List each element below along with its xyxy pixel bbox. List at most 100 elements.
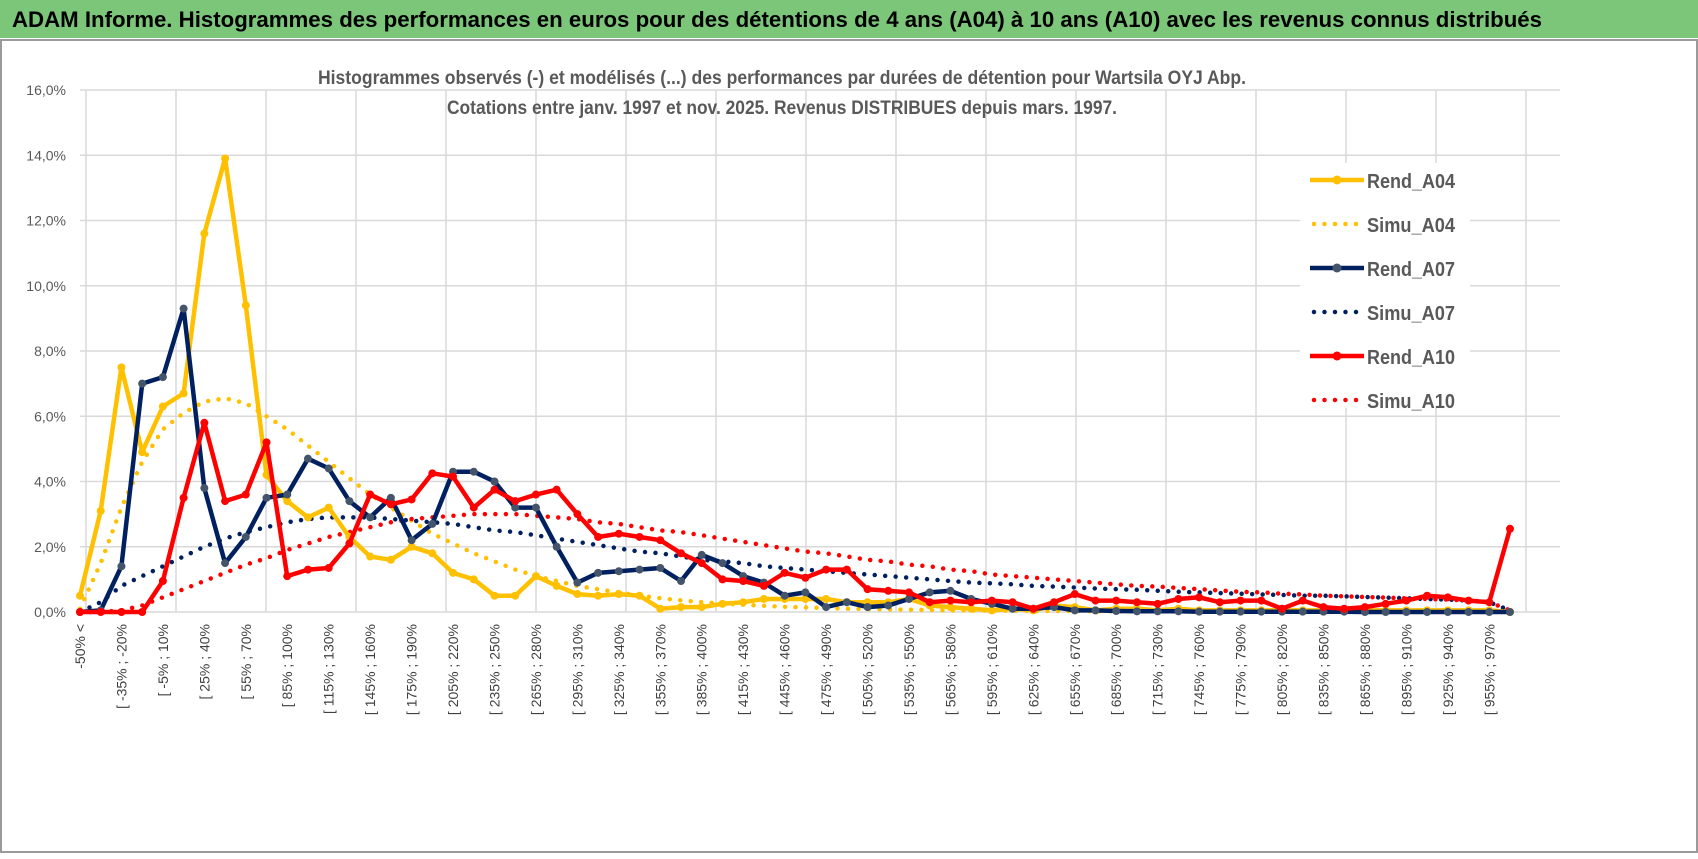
legend-marker [1332, 263, 1342, 273]
data-point [200, 229, 209, 238]
data-point [1153, 599, 1162, 608]
data-point [158, 402, 167, 411]
data-point [635, 565, 644, 574]
data-point [1423, 608, 1432, 616]
data-point [1381, 599, 1390, 608]
legend-item: Simu_A07 [1311, 303, 1455, 325]
data-point [241, 532, 250, 541]
data-point [1402, 596, 1411, 605]
y-tick-label: 14,0% [26, 147, 66, 163]
x-tick-label: [ 505% ; 520% [860, 624, 876, 715]
data-point [656, 604, 665, 613]
data-point [117, 562, 126, 571]
data-point [76, 591, 84, 600]
data-point [345, 539, 354, 548]
data-point [386, 500, 395, 509]
x-axis: -50% < [ -35% ; -20% [ -5% ; 10% [ 25% ; 40… [72, 624, 1497, 715]
data-point [386, 493, 395, 502]
data-point [511, 503, 520, 512]
data-point [283, 497, 292, 506]
data-point [594, 532, 603, 541]
data-point [262, 470, 271, 479]
x-tick-label: [ 535% ; 550% [901, 624, 917, 715]
data-point [179, 389, 188, 398]
legend-item: Rend_A07 [1310, 259, 1455, 281]
data-point [1195, 607, 1204, 616]
x-tick-label: [ 175% ; 190% [404, 624, 420, 715]
data-point [303, 454, 312, 463]
data-point [449, 472, 458, 481]
data-point [1174, 607, 1183, 616]
data-point [759, 581, 768, 590]
data-point [739, 598, 748, 607]
data-point [200, 418, 209, 427]
data-point [262, 438, 271, 447]
data-point [1070, 590, 1079, 599]
data-point [241, 490, 250, 499]
legend-label: Simu_A07 [1367, 303, 1455, 325]
x-tick-label: [ 595% ; 610% [984, 624, 1000, 715]
series-line-dotted [77, 511, 1513, 615]
series-line [80, 420, 1513, 615]
data-point [428, 469, 437, 478]
data-point [573, 510, 582, 519]
data-point [490, 477, 499, 486]
data-point [283, 490, 292, 499]
x-tick-label: [ 385% ; 400% [694, 624, 710, 715]
data-point [1298, 596, 1307, 605]
x-tick-label: [ 295% ; 310% [569, 624, 585, 715]
data-point [1278, 604, 1287, 613]
x-tick-label: [ 475% ; 490% [818, 624, 834, 715]
data-point [780, 568, 789, 577]
legend-marker [1332, 175, 1342, 185]
legend-label: Rend_A10 [1367, 347, 1455, 369]
data-point [1298, 607, 1307, 616]
data-point [573, 578, 582, 587]
data-point [96, 608, 105, 616]
data-point [1091, 606, 1100, 615]
data-point [904, 588, 913, 597]
data-point [1236, 596, 1245, 605]
data-point [987, 606, 996, 615]
data-point [1402, 608, 1411, 616]
data-point [967, 598, 976, 607]
data-point [656, 536, 665, 545]
data-point [158, 577, 167, 586]
data-point [1195, 593, 1204, 602]
data-point [1381, 608, 1390, 616]
data-point [407, 542, 416, 551]
x-tick-label: [ 355% ; 370% [652, 624, 668, 715]
data-point [1215, 607, 1224, 616]
x-tick-label: [ 925% ; 940% [1440, 624, 1456, 715]
data-point [801, 594, 810, 603]
data-point [1070, 606, 1079, 615]
data-point [677, 603, 686, 612]
data-point [677, 577, 686, 586]
legend-item: Simu_A10 [1311, 391, 1455, 413]
legend-label: Simu_A04 [1367, 215, 1456, 237]
data-point [1464, 596, 1473, 605]
x-tick-label: [ 805% ; 820% [1274, 624, 1290, 715]
x-tick-label: [ 145% ; 160% [362, 624, 378, 715]
data-point [614, 529, 623, 538]
x-tick-label: [ 655% ; 670% [1067, 624, 1083, 715]
data-point [324, 464, 333, 473]
series-line [79, 306, 1510, 615]
y-tick-label: 4,0% [34, 474, 66, 490]
data-point [656, 563, 665, 572]
data-point [677, 549, 686, 558]
data-point [511, 497, 520, 506]
legend-item: Rend_A10 [1310, 347, 1455, 369]
data-point [1443, 593, 1452, 602]
series-simu-a10 [77, 511, 1513, 615]
data-point [697, 603, 706, 612]
data-point [469, 467, 478, 476]
x-tick-label: [ 235% ; 250% [486, 624, 502, 715]
y-tick-label: 16,0% [26, 82, 66, 98]
data-point [303, 513, 312, 522]
data-point [946, 603, 955, 612]
data-point [303, 565, 312, 574]
series-simu-a07 [77, 515, 1513, 615]
data-point [407, 495, 416, 504]
data-point [925, 588, 934, 597]
